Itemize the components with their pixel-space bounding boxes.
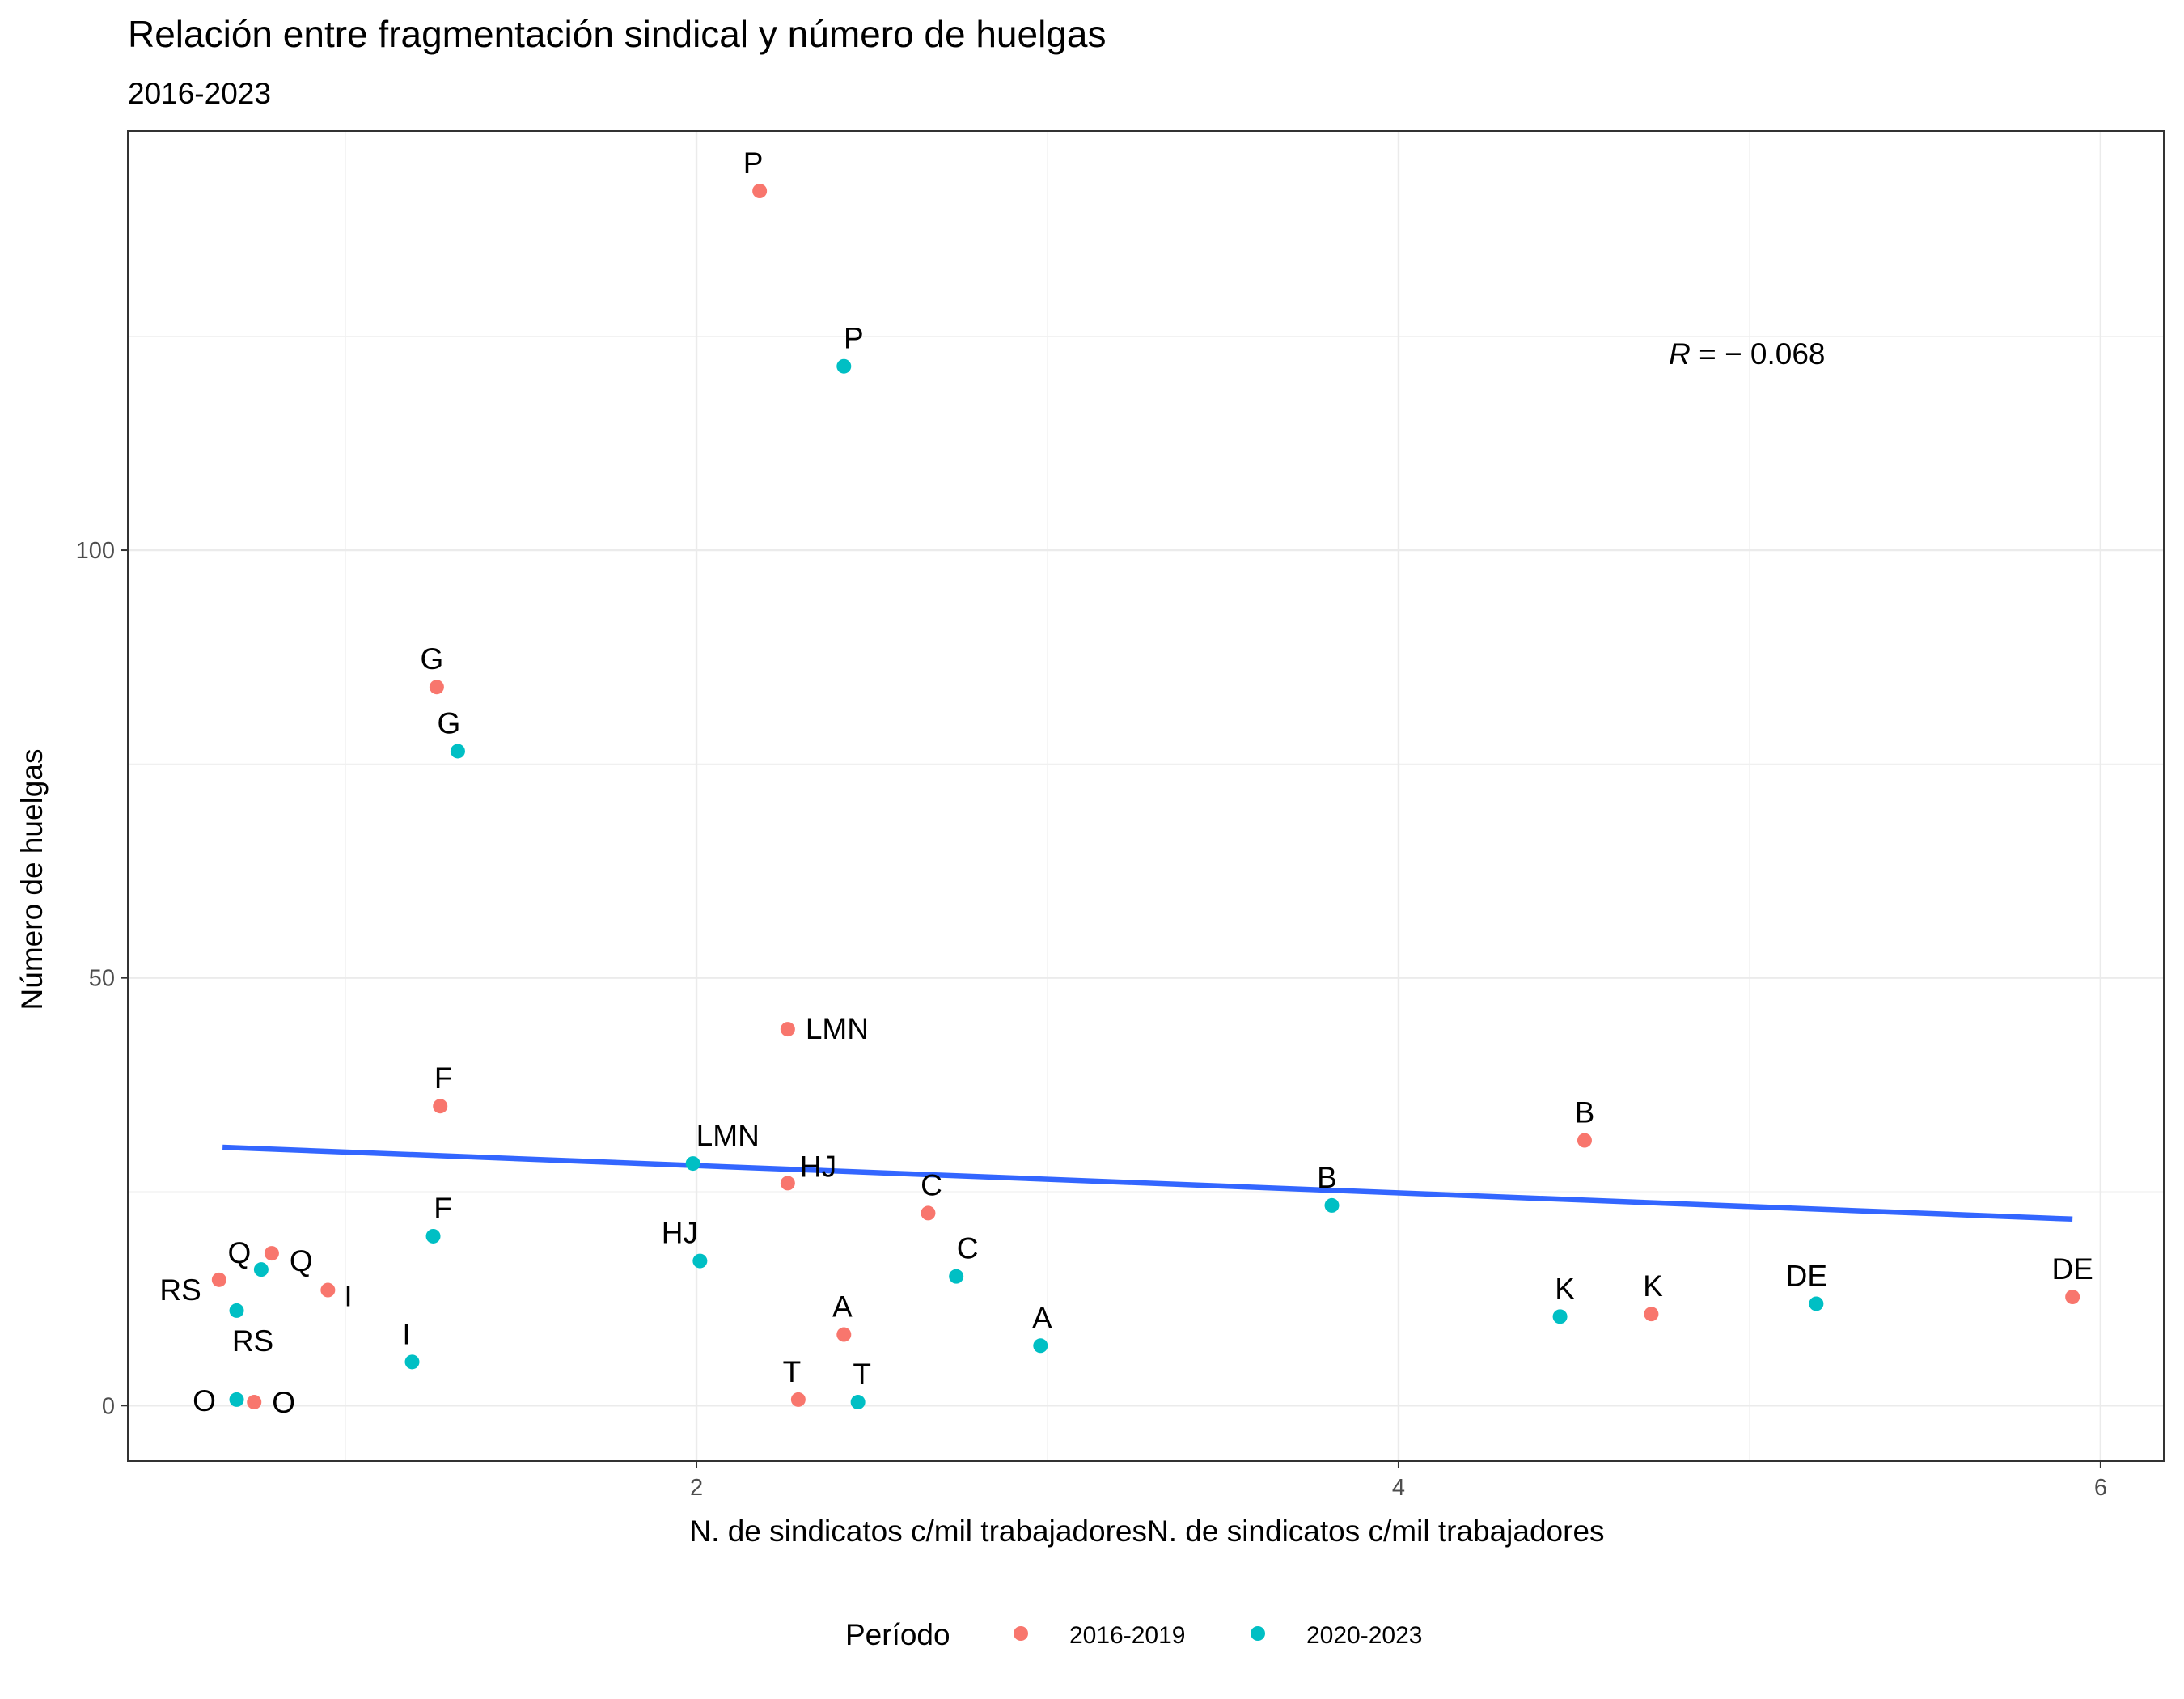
data-point-g: [450, 744, 465, 759]
point-label-hj: HJ: [662, 1217, 698, 1250]
y-axis-title: Número de huelgas: [15, 749, 49, 1011]
point-label-rs: RS: [159, 1273, 201, 1307]
points-layer: [211, 184, 2080, 1410]
data-point-i: [404, 1354, 420, 1370]
data-point-t: [850, 1395, 866, 1410]
point-label-de: DE: [1786, 1259, 1827, 1292]
legend: Período 2016-2019 2020-2023: [845, 1618, 1422, 1651]
point-label-b: B: [1575, 1096, 1595, 1129]
data-point-q: [264, 1246, 279, 1261]
point-label-g: G: [420, 642, 443, 676]
point-label-g: G: [438, 706, 461, 739]
legend-label-2016-2019: 2016-2019: [1069, 1622, 1185, 1649]
legend-key-2020-2023: [1251, 1626, 1265, 1641]
point-label-f: F: [434, 1192, 452, 1225]
legend-title: Período: [845, 1618, 950, 1651]
data-point-p: [836, 358, 852, 374]
data-point-o: [247, 1395, 262, 1410]
y-axis: 0 50 100: [76, 538, 128, 1419]
point-label-q: Q: [228, 1236, 252, 1269]
point-label-k: K: [1643, 1269, 1663, 1303]
legend-label-2020-2023: 2020-2023: [1306, 1622, 1422, 1649]
data-point-i: [320, 1282, 336, 1298]
data-point-c: [949, 1269, 964, 1284]
point-label-a: A: [1032, 1301, 1052, 1334]
point-label-b: B: [1317, 1161, 1337, 1194]
data-point-hj: [780, 1176, 795, 1191]
grid-major: [128, 131, 2164, 1461]
point-label-de: DE: [2051, 1252, 2093, 1286]
point-label-k: K: [1555, 1272, 1575, 1305]
point-label-c: C: [921, 1168, 942, 1201]
point-label-lmn: LMN: [806, 1012, 869, 1045]
data-point-de: [2065, 1290, 2080, 1305]
data-point-k: [1552, 1309, 1568, 1324]
data-point-b: [1324, 1197, 1340, 1213]
correlation-value: = − 0.068: [1691, 337, 1826, 371]
data-point-c: [921, 1205, 936, 1221]
panel-border: [127, 130, 2165, 1462]
point-label-t: T: [853, 1358, 871, 1391]
data-point-o: [229, 1392, 244, 1407]
point-label-i: I: [344, 1280, 352, 1313]
data-point-lmn: [685, 1156, 700, 1172]
data-point-rs: [229, 1303, 244, 1318]
data-point-t: [790, 1392, 806, 1407]
data-point-b: [1577, 1133, 1592, 1148]
point-label-t: T: [783, 1355, 802, 1388]
data-point-p: [752, 184, 768, 199]
chart-subtitle: 2016-2023: [128, 77, 271, 110]
point-label-hj: HJ: [800, 1150, 836, 1183]
y-tick-label: 100: [76, 538, 115, 564]
data-point-a: [836, 1327, 852, 1342]
y-tick-label: 50: [89, 966, 115, 992]
point-label-p: P: [844, 322, 864, 355]
point-label-a: A: [832, 1290, 853, 1324]
x-tick-label: 2: [690, 1475, 703, 1501]
x-axis-title: N. de sindicatos c/mil trabajadoresN. de…: [689, 1515, 1604, 1548]
point-label-i: I: [402, 1317, 410, 1350]
data-point-hj: [692, 1253, 708, 1269]
point-label-o: O: [272, 1386, 295, 1419]
point-label-lmn: LMN: [696, 1119, 760, 1152]
point-label-o: O: [193, 1384, 216, 1417]
data-point-f: [425, 1228, 441, 1244]
y-tick-label: 0: [102, 1393, 115, 1419]
point-label-q: Q: [290, 1244, 313, 1277]
data-point-lmn: [780, 1022, 795, 1037]
data-point-k: [1644, 1307, 1659, 1322]
data-point-f: [433, 1099, 448, 1114]
point-label-rs: RS: [232, 1324, 273, 1358]
data-point-de: [1809, 1296, 1824, 1311]
trend-layer: [222, 1144, 2073, 1222]
data-point-q: [253, 1262, 269, 1277]
point-label-p: P: [743, 146, 764, 180]
legend-key-2016-2019: [1014, 1626, 1028, 1641]
x-axis: 2 4 6: [690, 1461, 2107, 1501]
data-point-a: [1033, 1338, 1048, 1354]
x-tick-label: 6: [2094, 1475, 2107, 1501]
correlation-annotation: R = − 0.068: [1669, 337, 1825, 371]
x-tick-label: 4: [1392, 1475, 1405, 1501]
data-point-rs: [211, 1272, 226, 1287]
chart-title: Relación entre fragmentación sindical y …: [128, 13, 1106, 55]
correlation-symbol: R: [1669, 337, 1691, 371]
data-point-g: [429, 680, 444, 695]
grid-minor: [128, 131, 2164, 1461]
point-label-c: C: [957, 1232, 979, 1265]
point-label-f: F: [434, 1061, 453, 1095]
trend-line: [222, 1144, 2073, 1222]
